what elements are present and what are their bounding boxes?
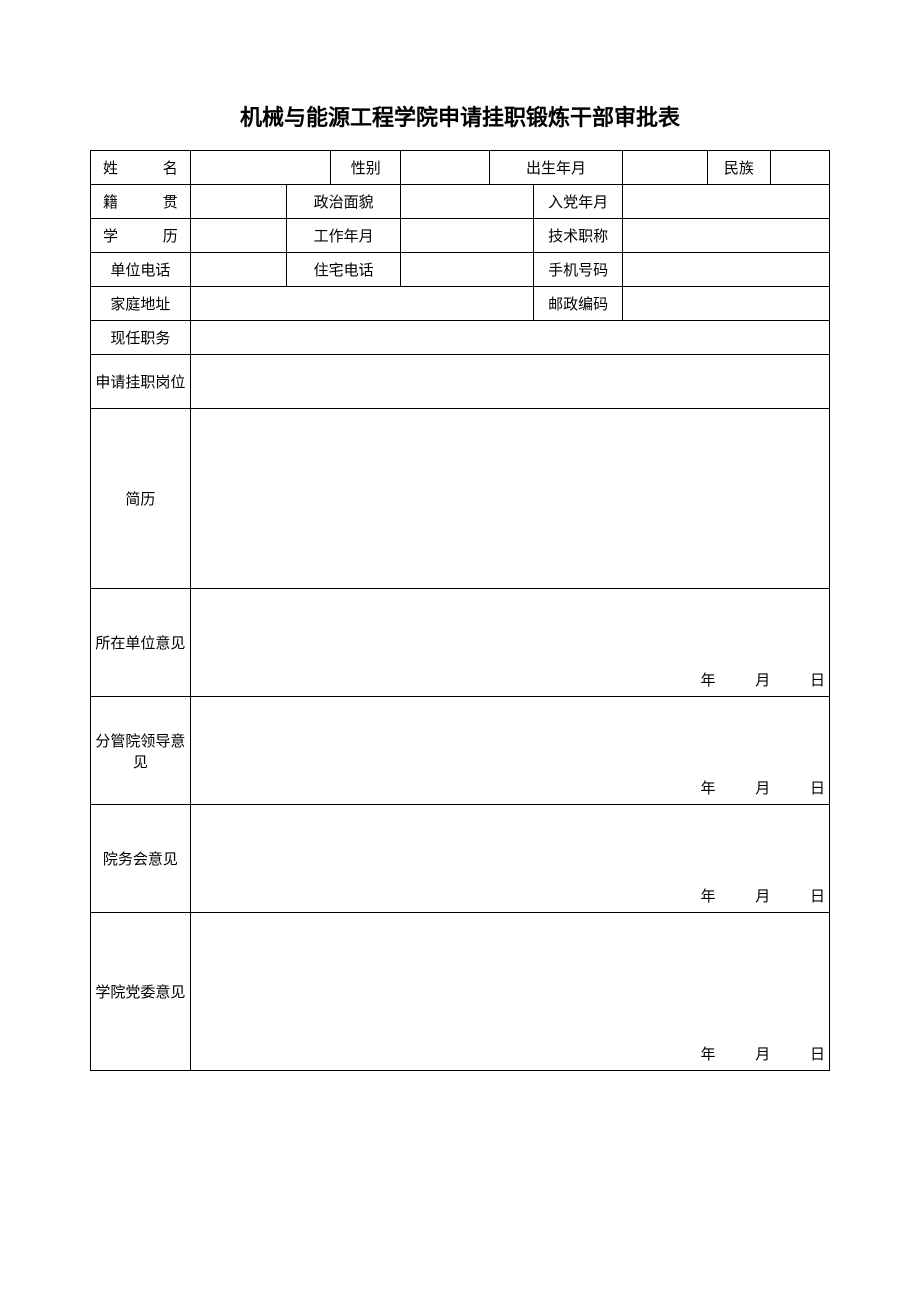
label-tech-title: 技术职称	[534, 219, 623, 253]
row-unit-opinion: 所在单位意见 年 月 日	[91, 589, 830, 697]
approval-form-table: 姓 名 性别 出生年月 民族 籍 贯 政治面貌 入党年月 学 历 工作年月 技术…	[90, 150, 830, 1071]
label-party-opinion: 学院党委意见	[91, 913, 191, 1071]
row-2: 籍 贯 政治面貌 入党年月	[91, 185, 830, 219]
value-work-date	[401, 219, 534, 253]
day-label: 日	[810, 781, 825, 797]
value-party-date	[623, 185, 830, 219]
value-home-addr	[190, 287, 534, 321]
month-label: 月	[755, 889, 770, 905]
label-home-addr: 家庭地址	[91, 287, 191, 321]
value-name	[190, 151, 330, 185]
date-line-council: 年 月 日	[664, 885, 825, 906]
value-political	[401, 185, 534, 219]
year-label: 年	[700, 889, 715, 905]
day-label: 日	[810, 673, 825, 689]
row-council-opinion: 院务会意见 年 月 日	[91, 805, 830, 913]
row-deputy-opinion: 分管院领导意见 年 月 日	[91, 697, 830, 805]
label-education: 学 历	[91, 219, 191, 253]
row-3: 学 历 工作年月 技术职称	[91, 219, 830, 253]
value-unit-opinion: 年 月 日	[190, 589, 829, 697]
value-council-opinion: 年 月 日	[190, 805, 829, 913]
month-label: 月	[755, 673, 770, 689]
value-home-phone	[401, 253, 534, 287]
date-line-party: 年 月 日	[664, 1043, 825, 1064]
row-4: 单位电话 住宅电话 手机号码	[91, 253, 830, 287]
value-party-opinion: 年 月 日	[190, 913, 829, 1071]
label-native-place: 籍 贯	[91, 185, 191, 219]
label-party-date: 入党年月	[534, 185, 623, 219]
value-tech-title	[623, 219, 830, 253]
value-resume	[190, 409, 829, 589]
value-education	[190, 219, 286, 253]
page-title: 机械与能源工程学院申请挂职锻炼干部审批表	[90, 100, 830, 132]
label-resume: 简历	[91, 409, 191, 589]
label-work-date: 工作年月	[286, 219, 401, 253]
row-1: 姓 名 性别 出生年月 民族	[91, 151, 830, 185]
row-resume: 简历	[91, 409, 830, 589]
label-council-opinion: 院务会意见	[91, 805, 191, 913]
row-6: 现任职务	[91, 321, 830, 355]
value-ethnic	[770, 151, 829, 185]
day-label: 日	[810, 889, 825, 905]
label-birth: 出生年月	[490, 151, 623, 185]
row-party-opinion: 学院党委意见 年 月 日	[91, 913, 830, 1071]
label-home-phone: 住宅电话	[286, 253, 401, 287]
day-label: 日	[810, 1047, 825, 1063]
value-current-post	[190, 321, 829, 355]
date-line-unit: 年 月 日	[664, 669, 825, 690]
label-name: 姓 名	[91, 151, 191, 185]
month-label: 月	[755, 781, 770, 797]
label-mobile: 手机号码	[534, 253, 623, 287]
year-label: 年	[700, 673, 715, 689]
value-birth	[623, 151, 708, 185]
year-label: 年	[700, 1047, 715, 1063]
label-political: 政治面貌	[286, 185, 401, 219]
label-gender: 性别	[331, 151, 401, 185]
value-apply-post	[190, 355, 829, 409]
value-deputy-opinion: 年 月 日	[190, 697, 829, 805]
month-label: 月	[755, 1047, 770, 1063]
label-unit-opinion: 所在单位意见	[91, 589, 191, 697]
value-native-place	[190, 185, 286, 219]
value-work-phone	[190, 253, 286, 287]
label-postcode: 邮政编码	[534, 287, 623, 321]
label-ethnic: 民族	[707, 151, 770, 185]
date-line-deputy: 年 月 日	[664, 777, 825, 798]
value-gender	[401, 151, 490, 185]
value-postcode	[623, 287, 830, 321]
label-work-phone: 单位电话	[91, 253, 191, 287]
label-current-post: 现任职务	[91, 321, 191, 355]
row-7: 申请挂职岗位	[91, 355, 830, 409]
row-5: 家庭地址 邮政编码	[91, 287, 830, 321]
label-apply-post: 申请挂职岗位	[91, 355, 191, 409]
value-mobile	[623, 253, 830, 287]
label-deputy-opinion: 分管院领导意见	[91, 697, 191, 805]
year-label: 年	[700, 781, 715, 797]
